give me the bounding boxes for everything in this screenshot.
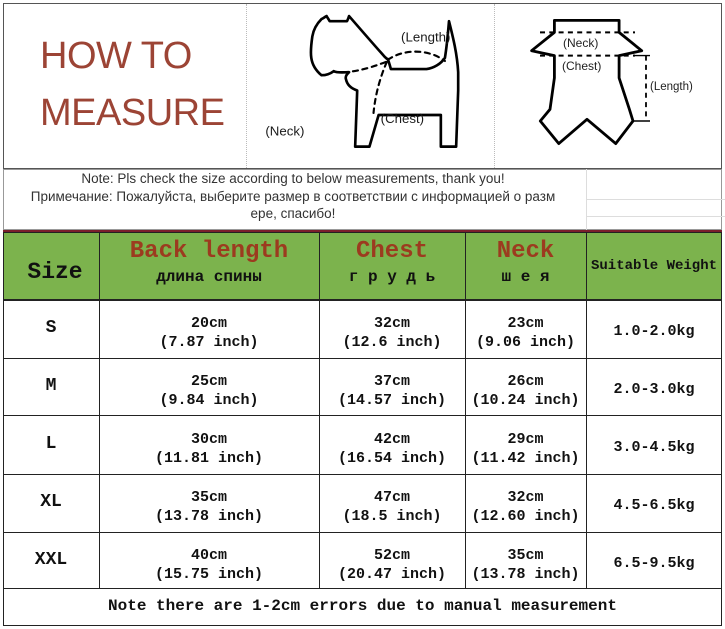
svg-text:(Length): (Length)	[650, 81, 693, 93]
svg-text:(Chest): (Chest)	[562, 59, 601, 73]
svg-text:(Neck): (Neck)	[563, 36, 598, 50]
svg-text:(Length): (Length)	[401, 30, 450, 45]
svg-text:(Neck): (Neck)	[265, 123, 304, 138]
svg-text:(Chest): (Chest)	[381, 111, 424, 126]
